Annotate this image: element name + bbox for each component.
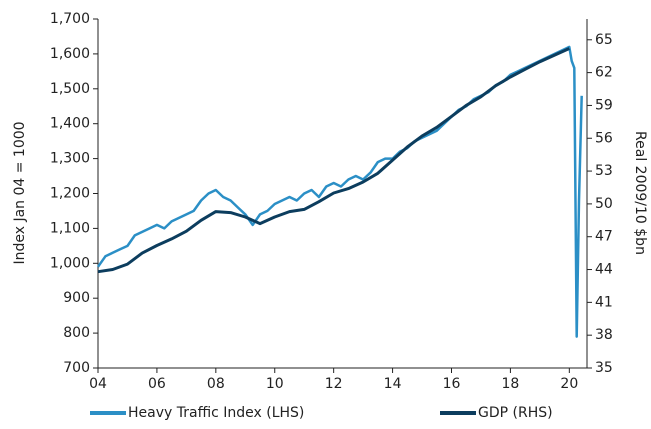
y-tick-label: 1,200 (50, 186, 90, 202)
x-tick-label: 04 (89, 376, 107, 392)
x-tick-label: 14 (384, 376, 402, 392)
y-tick-label: 1,700 (50, 11, 90, 27)
y2-axis-label: Real 2009/10 $bn (632, 131, 648, 255)
y-tick-label: 1,000 (50, 255, 90, 271)
y2-tick-label: 38 (595, 327, 613, 343)
y2-tick-label: 41 (595, 294, 613, 310)
y2-tick-label: 50 (595, 196, 613, 212)
y-tick-label: 900 (63, 290, 90, 306)
x-tick-label: 08 (207, 376, 225, 392)
y2-tick-label: 56 (595, 130, 613, 146)
y-tick-label: 1,600 (50, 46, 90, 62)
y-tick-label: 1,400 (50, 116, 90, 132)
y2-tick-label: 62 (595, 65, 613, 81)
y-tick-label: 1,100 (50, 220, 90, 236)
y2-tick-label: 47 (595, 229, 613, 245)
x-tick-label: 06 (148, 376, 166, 392)
y2-tick-label: 53 (595, 163, 613, 179)
x-tick-label: 18 (501, 376, 519, 392)
x-tick-label: 16 (443, 376, 461, 392)
x-tick-label: 20 (560, 376, 578, 392)
y-tick-label: 800 (63, 325, 90, 341)
legend-label: Heavy Traffic Index (LHS) (128, 405, 304, 421)
x-tick-label: 10 (266, 376, 284, 392)
legend-label: GDP (RHS) (478, 405, 553, 421)
y2-tick-label: 44 (595, 262, 613, 278)
y2-tick-label: 35 (595, 360, 613, 376)
y-tick-label: 1,500 (50, 81, 90, 97)
y2-tick-label: 65 (595, 32, 613, 48)
y-axis-label: Index Jan 04 = 1000 (12, 121, 28, 264)
x-tick-label: 12 (325, 376, 343, 392)
y-tick-label: 1,300 (50, 151, 90, 167)
series-line (97, 47, 570, 274)
y2-tick-label: 59 (595, 97, 613, 113)
y-tick-label: 700 (63, 360, 90, 376)
